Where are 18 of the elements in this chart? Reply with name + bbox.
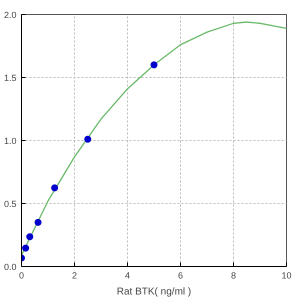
point [51, 184, 58, 192]
point [150, 61, 158, 68]
point [84, 136, 92, 143]
x-tick-label: 0 [18, 270, 24, 280]
x-tick-label: 2 [72, 270, 78, 280]
y-tick-label: 1.0 [4, 136, 17, 146]
y-tick-label: 2.0 [4, 10, 17, 20]
x-axis-title: Rat BTK( ng/ml ) [116, 286, 192, 298]
x-tick-label: 6 [178, 270, 184, 280]
point [34, 218, 42, 226]
point [26, 233, 34, 240]
y-tick-label: 0.0 [4, 262, 17, 272]
y-tick-label: 1.5 [4, 73, 17, 83]
y-tick-label: 0.5 [4, 199, 17, 209]
point [22, 244, 30, 252]
x-tick-label: 10 [281, 270, 292, 280]
x-tick-label: 8 [230, 270, 236, 280]
x-tick-label: 4 [124, 270, 130, 280]
